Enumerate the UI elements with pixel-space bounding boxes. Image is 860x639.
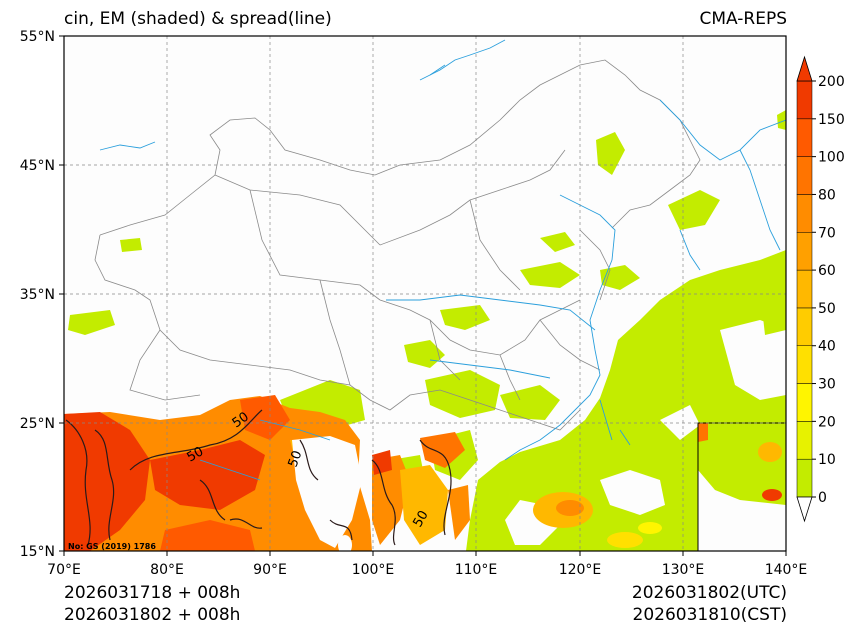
colorbar-label: 70 bbox=[818, 225, 836, 241]
contour-label: 50 bbox=[185, 444, 207, 465]
lon-label-70: 70°E bbox=[47, 562, 81, 578]
lon-label-120: 120°E bbox=[559, 562, 602, 578]
colorbar-label: 0 bbox=[818, 490, 827, 506]
valid-time-utc: 2026031802(UTC) bbox=[631, 583, 787, 603]
axis-ticks bbox=[59, 35, 787, 556]
colorbar-label: 60 bbox=[818, 263, 836, 279]
lon-label-90: 90°E bbox=[253, 562, 287, 578]
colorbar-segment bbox=[796, 80, 813, 120]
contour-label: 50 bbox=[410, 508, 431, 530]
spread-contours bbox=[65, 409, 452, 546]
init-time-cst: 2026031802 + 008h bbox=[64, 605, 241, 625]
init-time-utc: 2026031718 + 008h bbox=[64, 583, 241, 603]
rivers-coastlines bbox=[99, 39, 786, 481]
colorbar-label: 30 bbox=[818, 377, 836, 393]
map-title: cin, EM (shaded) & spread(line) bbox=[64, 9, 332, 29]
colorbar-label: 200 bbox=[818, 74, 845, 90]
country-borders bbox=[94, 59, 701, 431]
colorbar-segment bbox=[796, 345, 813, 384]
colorbar-label: 10 bbox=[818, 452, 836, 468]
colorbar-segment bbox=[796, 194, 813, 233]
colorbar-label: 40 bbox=[818, 339, 836, 355]
colorbar-segment bbox=[796, 421, 813, 460]
colorbar-label: 150 bbox=[818, 112, 845, 128]
lon-label-110: 110°E bbox=[455, 562, 498, 578]
colorbar-segment bbox=[796, 232, 813, 271]
colorbar-min-arrow bbox=[796, 496, 813, 523]
lat-label-35: 35°N bbox=[20, 287, 55, 303]
lat-label-25: 25°N bbox=[20, 416, 55, 432]
colorbar-label: 100 bbox=[818, 150, 845, 166]
lat-label-55: 55°N bbox=[20, 29, 55, 45]
lat-label-15: 15°N bbox=[20, 544, 55, 560]
colorbar-max-arrow bbox=[796, 55, 813, 82]
colorbar-segment bbox=[796, 156, 813, 195]
lat-label-45: 45°N bbox=[20, 158, 55, 174]
colorbar-label: 20 bbox=[818, 414, 836, 430]
gridlines bbox=[64, 36, 786, 551]
colorbar-segment bbox=[796, 307, 813, 346]
shaded-field bbox=[64, 110, 786, 551]
map-approval-note: No: GS (2019) 1786 bbox=[68, 542, 156, 551]
lon-label-130: 130°E bbox=[662, 562, 705, 578]
colorbar-segment bbox=[796, 458, 813, 498]
lon-label-100: 100°E bbox=[352, 562, 395, 578]
model-name: CMA-REPS bbox=[699, 9, 787, 29]
colorbar-segment bbox=[796, 383, 813, 422]
colorbar-label: 80 bbox=[818, 187, 836, 203]
colorbar-label: 50 bbox=[818, 301, 836, 317]
colorbar-segment bbox=[796, 269, 813, 309]
colorbar: 0 10 20 30 40 50 60 70 80 100 150 200 bbox=[796, 55, 845, 523]
valid-time-cst: 2026031810(CST) bbox=[632, 605, 787, 625]
lon-label-140: 140°E bbox=[765, 562, 808, 578]
contour-label: 50 bbox=[286, 449, 306, 470]
colorbar-segment bbox=[796, 118, 813, 157]
lon-label-80: 80°E bbox=[150, 562, 184, 578]
